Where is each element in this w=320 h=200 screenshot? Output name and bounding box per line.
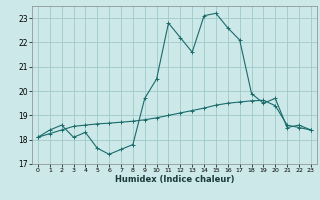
X-axis label: Humidex (Indice chaleur): Humidex (Indice chaleur) <box>115 175 234 184</box>
